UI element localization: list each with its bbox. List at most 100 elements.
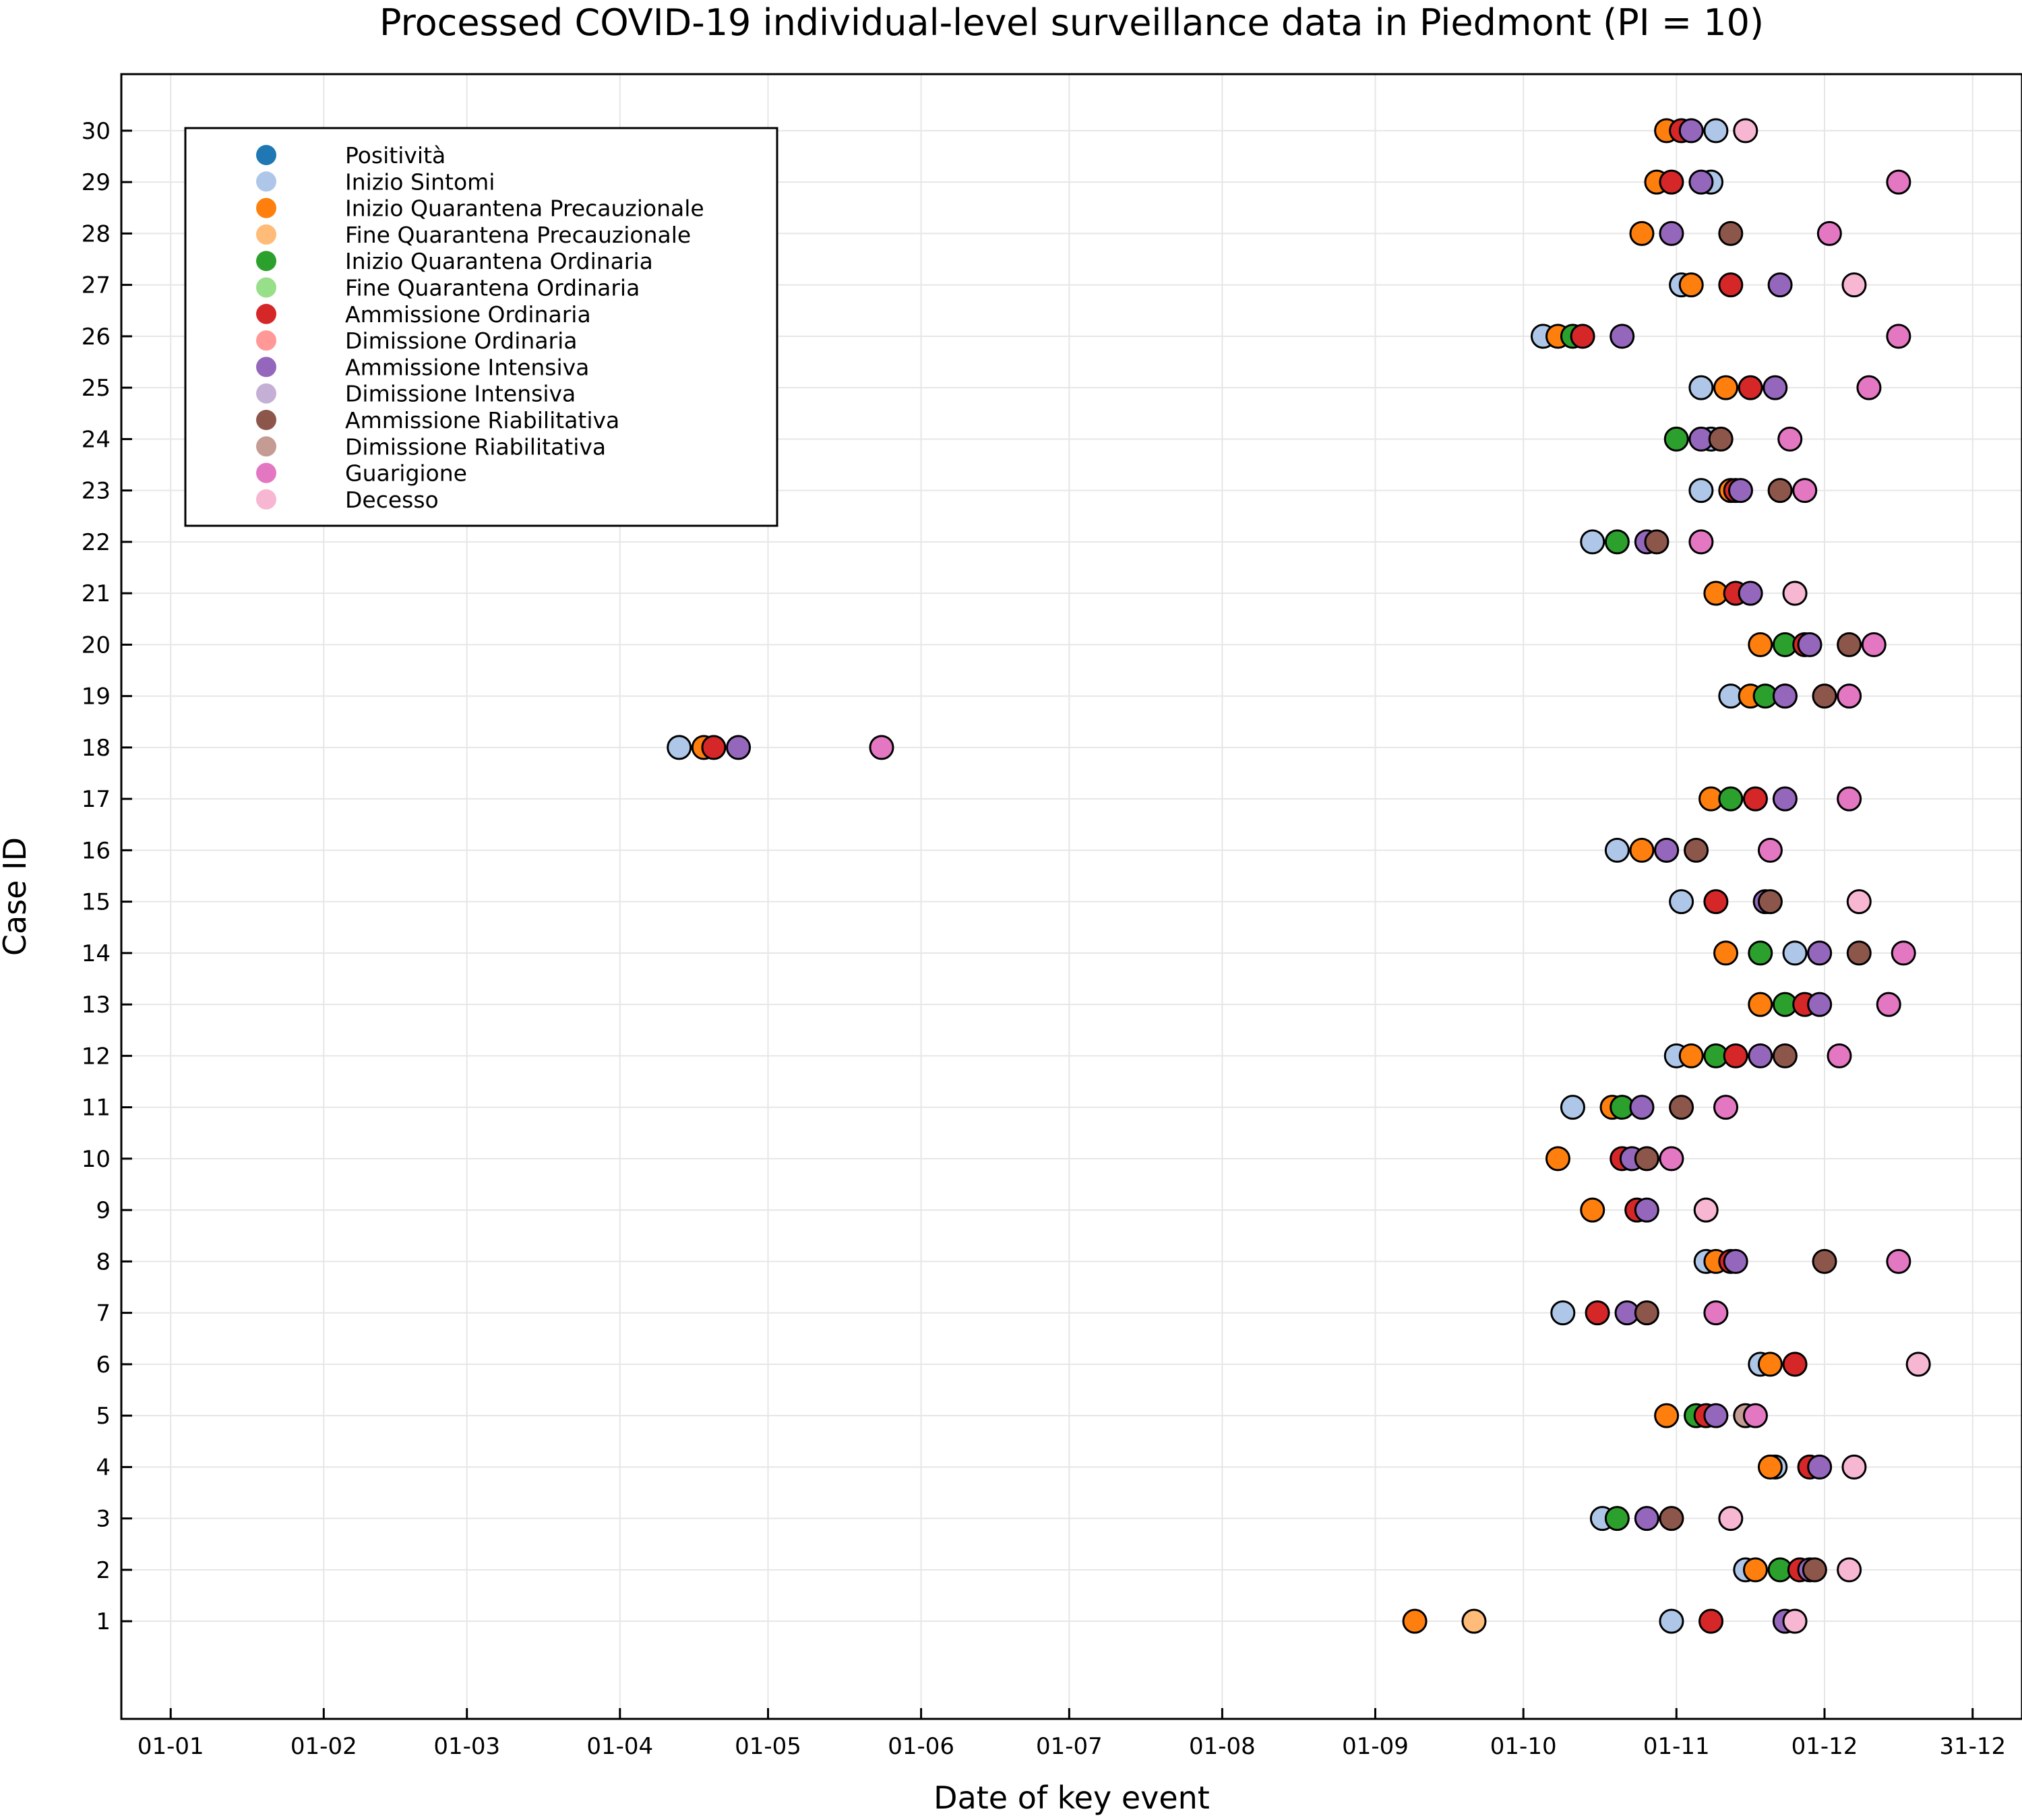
data-point <box>1757 1454 1783 1480</box>
x-tick-label: 01-10 <box>1490 1733 1557 1760</box>
data-point <box>1585 1300 1610 1326</box>
data-point <box>1807 992 1833 1017</box>
data-point <box>1782 1352 1808 1377</box>
data-point <box>1837 684 1862 709</box>
data-point <box>1545 1146 1570 1172</box>
data-point <box>1644 529 1669 555</box>
data-point <box>1688 478 1714 504</box>
legend-entry-label: Ammissione Riabilitativa <box>345 407 619 433</box>
legend-marker <box>256 357 276 377</box>
legend-entry-label: Dimissione Riabilitativa <box>345 433 606 460</box>
data-point <box>1604 529 1630 555</box>
data-point <box>1723 1248 1748 1274</box>
data-point <box>1688 375 1714 400</box>
data-point <box>1629 220 1655 246</box>
data-point <box>1797 632 1822 657</box>
data-point <box>1742 786 1768 812</box>
x-tick-label: 01-09 <box>1342 1733 1409 1760</box>
y-tick-label: 5 <box>96 1403 111 1430</box>
data-point <box>1727 478 1753 504</box>
data-point <box>1678 272 1704 298</box>
x-tick-label: 01-06 <box>888 1733 954 1760</box>
data-point <box>1580 1197 1605 1223</box>
data-point <box>1748 940 1773 966</box>
data-point <box>1782 940 1808 966</box>
y-tick-label: 21 <box>82 580 111 607</box>
x-tick-label: 01-01 <box>137 1733 204 1760</box>
data-point <box>1698 1608 1724 1634</box>
legend-entry-label: Ammissione Ordinaria <box>345 301 591 328</box>
y-tick-label: 27 <box>82 272 111 299</box>
x-tick-label: 01-11 <box>1643 1733 1710 1760</box>
data-point <box>1846 889 1872 915</box>
x-tick-label: 01-04 <box>586 1733 653 1760</box>
chart-title: Processed COVID-19 individual-level surv… <box>379 1 1764 44</box>
data-point <box>1767 478 1793 504</box>
x-tick-label: 01-07 <box>1036 1733 1103 1760</box>
y-tick-label: 4 <box>96 1454 111 1481</box>
legend-marker <box>256 198 276 218</box>
data-point <box>1905 1352 1931 1377</box>
data-point <box>1580 529 1605 555</box>
data-point <box>1816 220 1842 246</box>
y-tick-label: 24 <box>82 426 111 453</box>
data-point <box>1550 1300 1576 1326</box>
data-point <box>1604 837 1630 863</box>
legend-box <box>184 127 778 527</box>
y-tick-label: 23 <box>82 478 111 505</box>
data-point <box>1688 169 1714 195</box>
y-tick-label: 3 <box>96 1506 111 1533</box>
y-axis-ticks: 1234567891011121314151617181920212223242… <box>82 118 132 1635</box>
y-tick-label: 1 <box>96 1608 111 1635</box>
y-tick-label: 30 <box>82 118 111 145</box>
data-point <box>1461 1608 1487 1634</box>
data-point <box>1782 580 1808 606</box>
data-point <box>1560 1095 1585 1120</box>
x-tick-label: 01-02 <box>290 1733 357 1760</box>
data-point <box>1846 940 1872 966</box>
data-point <box>701 735 727 760</box>
data-point <box>1772 684 1798 709</box>
legend-entry-label: Dimissione Intensiva <box>345 381 576 407</box>
y-tick-label: 11 <box>82 1095 111 1122</box>
data-point <box>1713 940 1739 966</box>
data-point <box>1837 1557 1862 1583</box>
data-point <box>1663 426 1689 452</box>
data-point <box>1763 375 1788 400</box>
data-point <box>1659 220 1684 246</box>
data-point <box>1634 1197 1659 1223</box>
legend-marker <box>256 251 276 272</box>
legend-marker <box>256 383 276 404</box>
legend-marker <box>256 145 276 165</box>
data-points <box>667 118 1931 1634</box>
data-point <box>1659 1608 1684 1634</box>
data-point <box>1742 1403 1768 1428</box>
y-tick-label: 17 <box>82 786 111 813</box>
x-tick-label: 01-05 <box>735 1733 801 1760</box>
data-point <box>1693 1197 1719 1223</box>
data-point <box>1748 992 1773 1017</box>
data-point <box>1827 1043 1852 1068</box>
data-point <box>1802 1557 1827 1583</box>
y-tick-label: 25 <box>82 375 111 402</box>
data-point <box>726 735 752 760</box>
data-point <box>1703 118 1729 144</box>
y-axis-label: Case ID <box>0 837 33 956</box>
legend-entry-label: Decesso <box>345 487 439 513</box>
data-point <box>1742 1557 1768 1583</box>
data-point <box>1669 889 1694 915</box>
legend-marker <box>256 303 276 324</box>
data-point <box>1738 580 1763 606</box>
y-tick-label: 16 <box>82 837 111 864</box>
data-point <box>1634 1506 1659 1531</box>
data-point <box>1792 478 1818 504</box>
data-point <box>1812 1248 1837 1274</box>
data-point <box>1708 426 1734 452</box>
data-point <box>1718 272 1744 298</box>
y-tick-label: 10 <box>82 1146 111 1173</box>
data-point <box>1688 529 1714 555</box>
legend-entry-label: Dimissione Ordinaria <box>345 328 578 354</box>
data-point <box>1684 837 1709 863</box>
